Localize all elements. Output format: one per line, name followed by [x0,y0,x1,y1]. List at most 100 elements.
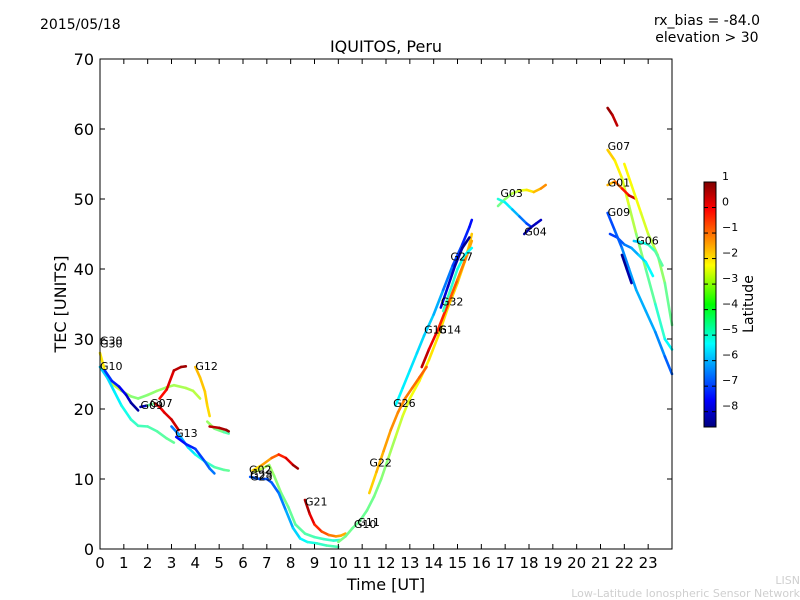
series-segment [124,393,133,405]
series-segment [313,535,326,541]
series-segment [191,389,202,400]
series-segment [644,267,657,306]
x-tick-label: 13 [400,554,419,572]
x-tick-label: 17 [496,554,515,572]
series-segment [446,278,459,306]
series-segment [129,401,140,412]
satellite-label: G14 [438,323,461,336]
series-g04 [496,197,533,229]
series-segment [637,253,648,264]
series-segment [663,337,674,351]
series-segment [606,180,617,187]
series-segment [627,204,638,236]
series-segment [325,544,340,549]
satellite-label: G11 [357,516,380,529]
satellite-label: G04 [524,225,547,238]
series-g13b [174,435,216,475]
plot-frame [99,58,673,550]
satellite-label: G10 [100,360,123,373]
series-segment [634,232,648,271]
series-segment [155,385,169,393]
series-g26 [394,218,474,407]
satellite-label: G06 [636,235,659,248]
satellite-label: G32 [441,295,464,308]
series-segment [394,414,404,439]
satellite-label: G22 [369,456,392,469]
colorbar-ticks: 1 0 −1 −2 −3 −4 −5 −6 −7 −8 [704,170,738,413]
x-tick-label: 0 [95,554,105,572]
series-segment [663,355,674,376]
series-g14 [420,239,474,369]
series-segment [387,435,397,460]
series-segment [456,253,469,281]
series-segment [158,388,169,400]
series-segment [620,246,631,271]
series-segment [663,281,674,327]
colorbar-tick-label: 1 [722,170,729,183]
series-segment [291,463,300,470]
satellite-label: G28 [250,468,273,481]
series-segment [172,383,188,390]
x-tick-label: 4 [191,554,201,572]
colorbar-gradient [703,181,717,428]
series-g07c [606,148,674,351]
series-segment [222,430,230,435]
series-g22 [368,365,428,495]
series-g07b [606,106,619,127]
series-segment [315,542,328,547]
series-segment [382,428,393,453]
series-segment [298,537,309,544]
series-segment [437,306,450,337]
series-g27 [441,246,474,313]
series-segment [253,467,264,474]
series-segment [441,264,455,292]
series-segment [136,424,149,428]
series-segment [306,540,319,545]
satellite-label: G30 [100,335,123,348]
colorbar-tick-label: −5 [722,323,738,336]
series-segment [170,418,180,432]
series-segment [351,519,362,530]
x-axis-label: Time [UT] [346,575,425,594]
bias-info: rx_bias = -84.0 elevation > 30 [654,13,760,47]
satellite-label: G03 [500,187,523,200]
series-segment [198,376,207,393]
series-segment [194,447,207,463]
date-label: 2015/05/18 [40,17,121,33]
series-segment [270,453,281,460]
series-segment [496,197,507,204]
series-segment [344,526,354,538]
x-tick-label: 22 [615,554,634,572]
series-g09c [608,232,655,278]
series-segment [613,159,624,180]
series-segment [463,246,474,257]
satellite-label: G30 [100,337,123,350]
series-segment [120,404,133,421]
series-segment [313,523,323,533]
footer-lisn: LISN [775,574,800,587]
series-segment [286,505,297,526]
series-segment [129,418,140,428]
series-segment [222,468,230,472]
y-axis-label: TEC [UNITS] [51,256,70,354]
series-segment [394,386,404,407]
series-segment [303,498,312,516]
series-segment [277,453,288,460]
satellite-label: G21 [305,496,328,509]
series-segment [110,379,121,388]
series-g06b [620,253,633,285]
elevation-label: elevation > 30 [655,30,759,46]
series-g24 [208,425,230,433]
series-segment [105,376,116,393]
series-segment [460,225,471,246]
series-segment [630,246,640,257]
series-segment [439,285,450,309]
series-segment [415,334,426,355]
series-segment [203,460,211,470]
chart-title: IQUITOS, Peru [329,37,443,56]
x-tick-label: 21 [591,554,610,572]
x-tick-label: 16 [472,554,491,572]
x-tick-label: 14 [424,554,443,572]
series-segment [279,491,290,509]
